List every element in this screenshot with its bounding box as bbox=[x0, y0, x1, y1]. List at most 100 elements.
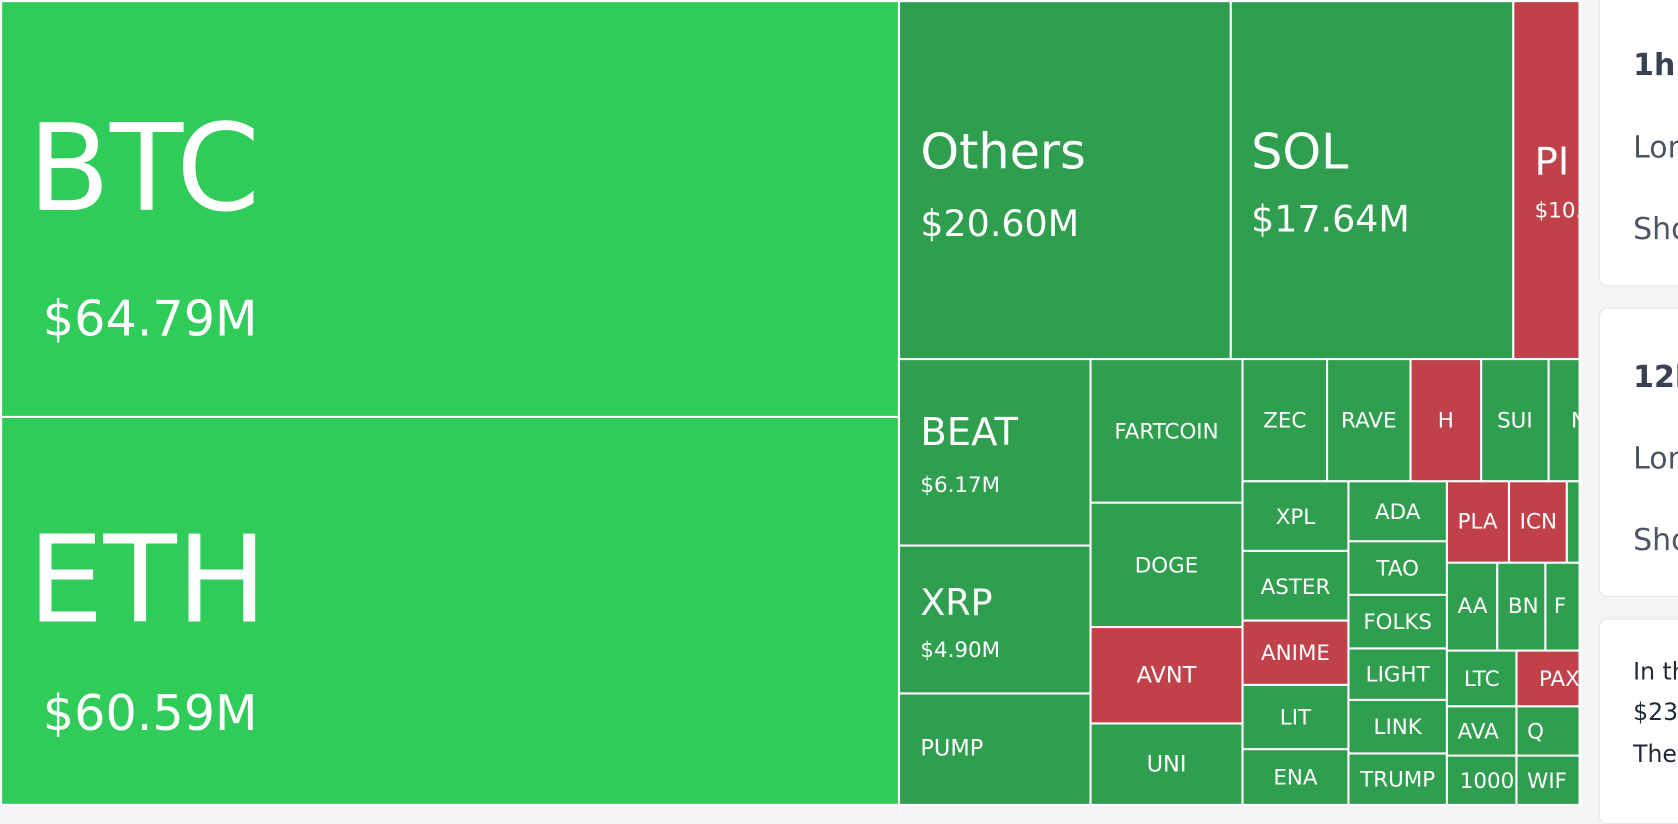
tile-label: LIT bbox=[1279, 704, 1312, 730]
tile-label: ICN bbox=[1519, 508, 1557, 534]
short-label: Sho bbox=[1633, 521, 1678, 558]
tile: ASTER bbox=[1243, 551, 1348, 620]
tile: ZEC bbox=[1243, 360, 1326, 481]
tile: BEAT $6.17M bbox=[900, 360, 1090, 545]
tile: UNI bbox=[1091, 724, 1242, 804]
tile: RAVE bbox=[1328, 360, 1410, 481]
card: 1h Lon Sho bbox=[1598, 0, 1678, 287]
long-label: Lon bbox=[1633, 129, 1678, 166]
tile-label: PAX bbox=[1538, 665, 1579, 692]
card-title: 12h bbox=[1633, 359, 1678, 395]
tile-label: LIGHT bbox=[1365, 661, 1430, 688]
tile: AVNT bbox=[1091, 628, 1242, 723]
tile-label: 1000 bbox=[1459, 767, 1515, 794]
tile: Others $20.60M bbox=[900, 2, 1230, 358]
tile-label: H bbox=[1437, 407, 1454, 434]
tile-label: FOLKS bbox=[1363, 608, 1433, 635]
tile-value: $4.90M bbox=[920, 636, 1001, 663]
tile: ENA bbox=[1243, 750, 1348, 804]
tile-label: SOL bbox=[1251, 122, 1349, 181]
tile-value: $60.59M bbox=[42, 683, 258, 742]
tile-label: UNI bbox=[1146, 751, 1187, 778]
tile: AA bbox=[1447, 563, 1497, 650]
tile-label: SUI bbox=[1497, 407, 1533, 434]
tile-label: FARTCOIN bbox=[1114, 418, 1219, 444]
tile-value: $64.79M bbox=[42, 289, 258, 348]
tile: XPL bbox=[1243, 482, 1348, 550]
tile-label: BEAT bbox=[920, 410, 1019, 455]
tile-label: TRUMP bbox=[1360, 766, 1436, 793]
tile-label: ADA bbox=[1374, 498, 1421, 525]
tile-label: WIF bbox=[1527, 767, 1567, 794]
tile-label: AVA bbox=[1457, 718, 1499, 744]
tile: BTC $64.79M bbox=[2, 2, 898, 416]
tile-label: ENA bbox=[1273, 764, 1318, 790]
tile-label: XRP bbox=[920, 581, 993, 625]
card: 12h Lon Sho bbox=[1598, 307, 1678, 597]
tile-value: $6.17M bbox=[920, 471, 1001, 498]
tile: Q bbox=[1517, 707, 1579, 755]
tile: ADA bbox=[1349, 482, 1446, 541]
tile: ANIME bbox=[1243, 621, 1348, 684]
tile: PUMP bbox=[900, 694, 1090, 804]
tile-value: $10. bbox=[1534, 197, 1579, 223]
tile: DOGE bbox=[1091, 503, 1242, 626]
tile-label: AVNT bbox=[1136, 662, 1197, 689]
text-line: The bbox=[1633, 741, 1677, 769]
tile bbox=[1567, 482, 1579, 562]
tile: PLA bbox=[1447, 482, 1508, 562]
tile-label: F bbox=[1553, 592, 1567, 619]
tile: 1000 bbox=[1447, 756, 1516, 804]
tile: PI $10. bbox=[1514, 2, 1579, 358]
tile: FARTCOIN bbox=[1091, 360, 1242, 502]
tile-value: $20.60M bbox=[920, 202, 1080, 246]
tile: LIGHT bbox=[1349, 649, 1446, 699]
tile-label: RAVE bbox=[1341, 407, 1397, 434]
tile-value: $17.64M bbox=[1251, 198, 1410, 242]
tile-label: Others bbox=[920, 122, 1086, 181]
tile-label: N bbox=[1571, 409, 1578, 430]
tile-label: PUMP bbox=[920, 735, 984, 761]
tile: LIT bbox=[1243, 685, 1348, 749]
tile-label: XPL bbox=[1275, 503, 1316, 529]
tile: FOLKS bbox=[1349, 595, 1446, 648]
tile: N bbox=[1549, 360, 1579, 481]
tile: WIF bbox=[1517, 756, 1579, 804]
tile-label: BN bbox=[1507, 592, 1539, 619]
tile: AVA bbox=[1447, 707, 1516, 755]
card-title: 1h bbox=[1633, 47, 1676, 83]
tile-label: LTC bbox=[1463, 665, 1500, 692]
tile: TAO bbox=[1349, 542, 1446, 594]
tile: ICN bbox=[1510, 482, 1566, 562]
tile-label: ASTER bbox=[1260, 572, 1331, 599]
tile-label: TAO bbox=[1376, 555, 1419, 581]
tile: SUI bbox=[1482, 360, 1548, 481]
tile: TRUMP bbox=[1349, 754, 1446, 804]
tile: XRP $4.90M bbox=[900, 546, 1090, 693]
tile: PAX bbox=[1517, 651, 1579, 706]
tile-label: ANIME bbox=[1260, 639, 1330, 666]
text-line: $23 bbox=[1633, 699, 1678, 727]
tile-label: Q bbox=[1527, 718, 1545, 744]
tile: H bbox=[1411, 360, 1481, 481]
tile-label: PI bbox=[1534, 140, 1570, 185]
long-label: Lon bbox=[1633, 440, 1678, 476]
tile-label: BTC bbox=[27, 99, 260, 240]
tile-label: PLA bbox=[1457, 508, 1498, 534]
short-label: Sho bbox=[1633, 211, 1678, 247]
tile-label: LINK bbox=[1373, 713, 1422, 740]
tile-label: ETH bbox=[27, 511, 267, 651]
tile: LTC bbox=[1447, 651, 1516, 706]
tile: F bbox=[1546, 563, 1579, 650]
tile: LINK bbox=[1349, 700, 1446, 753]
text-line: In th bbox=[1633, 659, 1678, 686]
tile-label: DOGE bbox=[1134, 551, 1199, 578]
tile-label: AA bbox=[1457, 592, 1488, 619]
treemap: BTC $64.79M ETH $60.59M Others $20.60M SOL $17.… bbox=[0, 0, 1582, 806]
tile: SOL $17.64M bbox=[1231, 2, 1513, 358]
card: In th $23 The bbox=[1598, 618, 1678, 824]
tile: BN bbox=[1498, 563, 1545, 650]
tile: ETH $60.59M bbox=[2, 418, 898, 804]
